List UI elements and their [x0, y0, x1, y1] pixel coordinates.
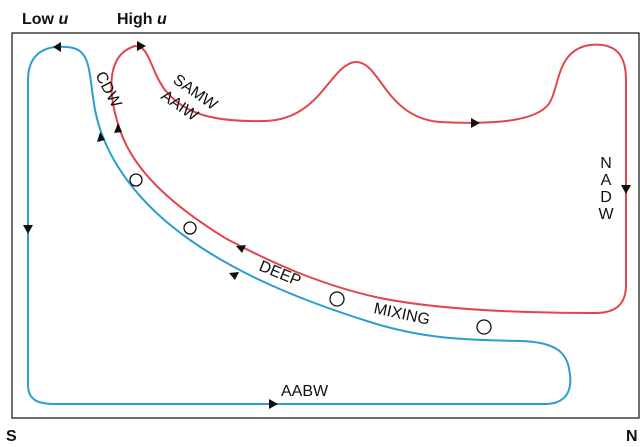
arrow	[621, 185, 631, 194]
upper-cell-path	[110, 43, 627, 315]
high-symbol: u	[157, 11, 167, 28]
arrow	[236, 245, 246, 253]
cdw-label: CDW	[91, 69, 124, 112]
low-symbol: u	[58, 11, 68, 28]
south-label: S	[6, 428, 17, 445]
arrow	[23, 225, 33, 234]
mixing-circles	[129, 173, 492, 335]
arrow	[269, 399, 278, 409]
low-text: Low	[22, 11, 55, 28]
high-text: High	[117, 11, 153, 28]
north-label: N	[626, 428, 638, 445]
nadw-label: NADW	[597, 155, 614, 223]
lower-cell-path	[27, 45, 572, 405]
arrow	[97, 132, 105, 142]
frame	[11, 32, 640, 419]
aabw-label: AABW	[281, 383, 329, 400]
arrow	[114, 123, 122, 133]
arrow	[229, 272, 239, 280]
arrow	[137, 41, 146, 51]
arrow	[471, 118, 480, 128]
arrow	[53, 42, 61, 52]
deep-label: DEEP	[257, 258, 304, 290]
high-u-label: High u	[117, 11, 167, 28]
low-u-label: Low u	[22, 11, 68, 28]
